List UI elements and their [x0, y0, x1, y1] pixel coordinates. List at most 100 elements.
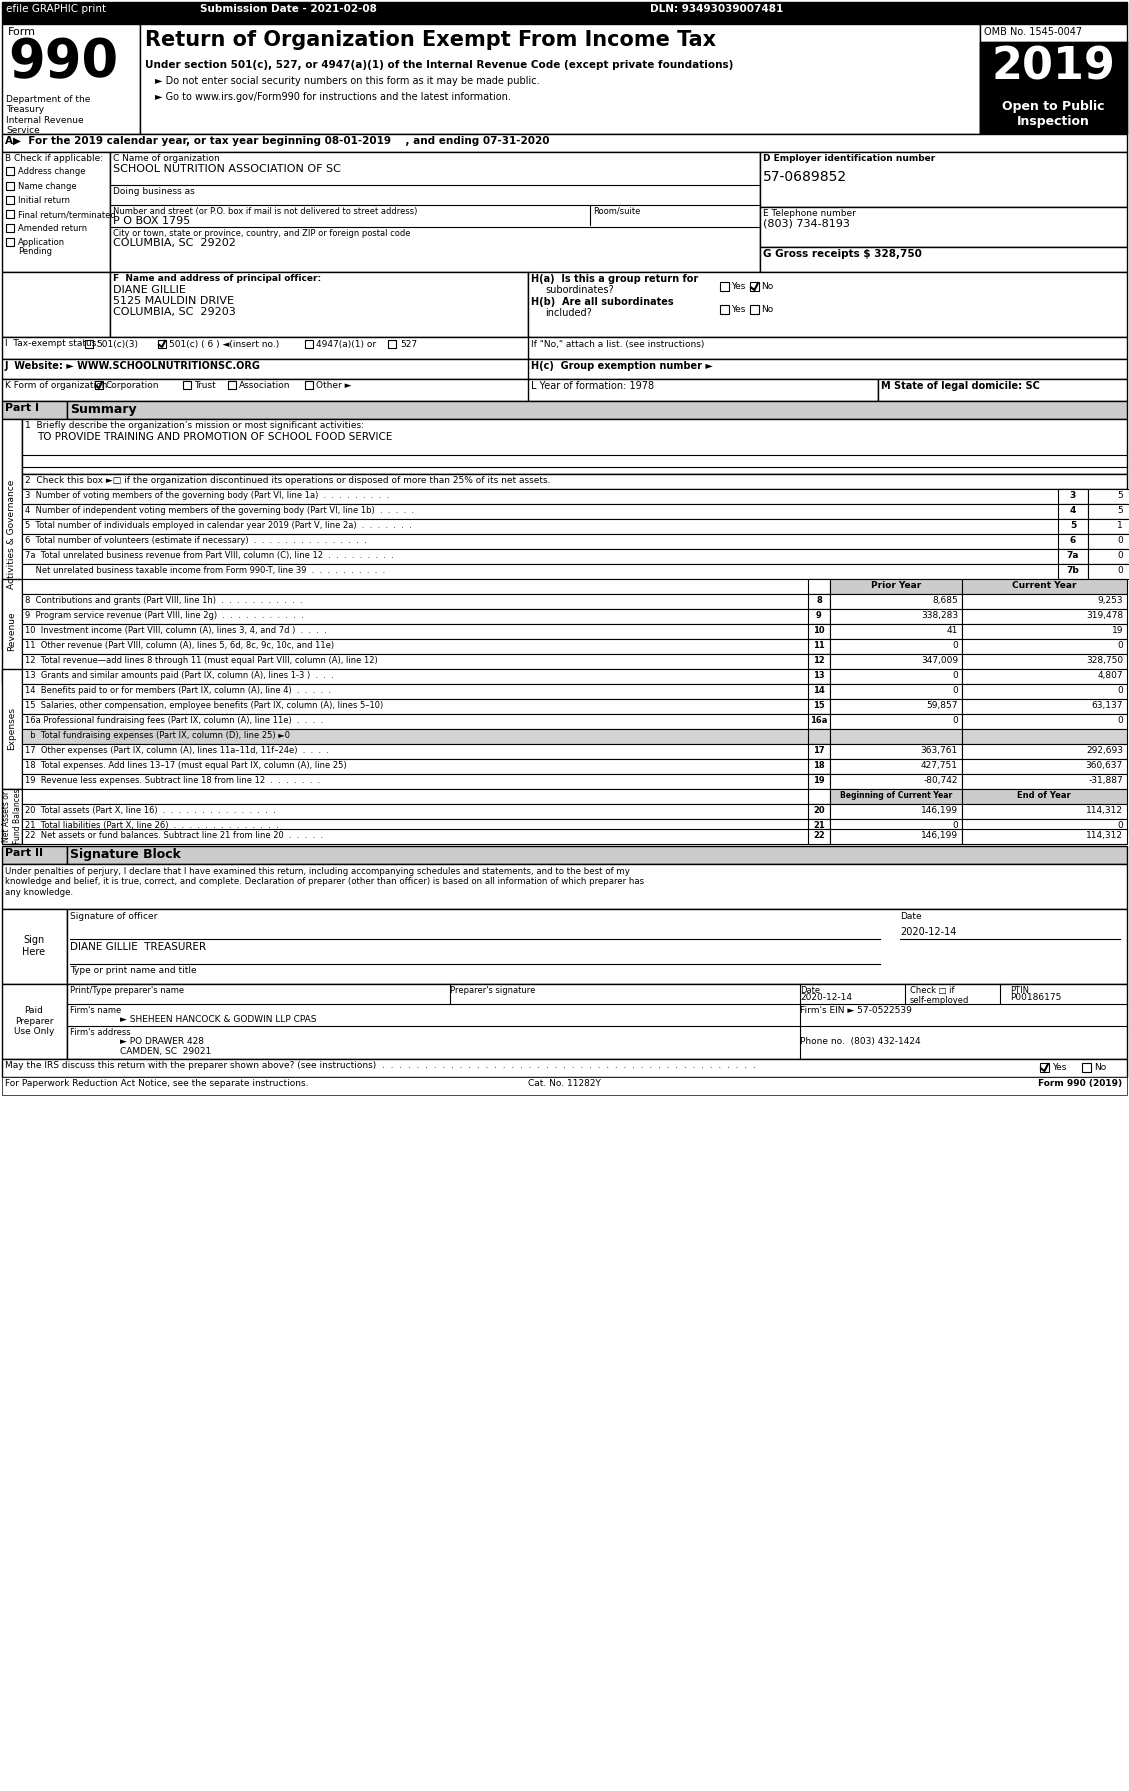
- Text: 11  Other revenue (Part VIII, column (A), lines 5, 6d, 8c, 9c, 10c, and 11e): 11 Other revenue (Part VIII, column (A),…: [25, 641, 334, 650]
- Text: 347,009: 347,009: [921, 656, 959, 664]
- Text: Yes: Yes: [730, 281, 745, 290]
- Text: 0: 0: [1118, 641, 1123, 650]
- Bar: [2, 380, 530, 401]
- Text: 41: 41: [946, 627, 959, 636]
- Bar: [2, 983, 67, 1058]
- Text: 13: 13: [813, 672, 825, 681]
- Bar: [2, 910, 67, 983]
- Text: 338,283: 338,283: [921, 611, 959, 620]
- Text: 7a  Total unrelated business revenue from Part VIII, column (C), line 12  .  .  : 7a Total unrelated business revenue from…: [25, 552, 394, 561]
- Text: Open to Public
Inspection: Open to Public Inspection: [1001, 100, 1104, 127]
- Bar: [21, 550, 1127, 564]
- Bar: [830, 698, 962, 715]
- Text: C Name of organization: C Name of organization: [113, 154, 220, 163]
- Bar: [808, 623, 830, 639]
- Text: A▶  For the 2019 calendar year, or tax year beginning 08-01-2019    , and ending: A▶ For the 2019 calendar year, or tax ye…: [5, 136, 550, 147]
- Text: Signature Block: Signature Block: [70, 847, 181, 861]
- Text: 16a Professional fundraising fees (Part IX, column (A), line 11e)  .  .  .  .: 16a Professional fundraising fees (Part …: [25, 716, 323, 725]
- Bar: [21, 639, 830, 654]
- Bar: [21, 623, 830, 639]
- Text: 2020-12-14: 2020-12-14: [900, 928, 956, 937]
- Text: ► PO DRAWER 428: ► PO DRAWER 428: [120, 1037, 204, 1046]
- Text: 527: 527: [400, 340, 417, 349]
- Text: ► Do not enter social security numbers on this form as it may be made public.: ► Do not enter social security numbers o…: [155, 75, 540, 86]
- Text: 363,761: 363,761: [921, 747, 959, 756]
- Bar: [21, 609, 830, 623]
- Bar: [1088, 503, 1129, 519]
- Text: Net unrelated business taxable income from Form 990-T, line 39  .  .  .  .  .  .: Net unrelated business taxable income fr…: [25, 566, 385, 575]
- Text: Beginning of Current Year: Beginning of Current Year: [840, 792, 952, 801]
- Text: 0: 0: [1118, 566, 1123, 575]
- Text: D Employer identification number: D Employer identification number: [763, 154, 935, 163]
- Text: (803) 734-8193: (803) 734-8193: [763, 219, 850, 227]
- Bar: [1088, 550, 1129, 564]
- Bar: [808, 743, 830, 759]
- Bar: [808, 684, 830, 698]
- Bar: [808, 578, 830, 595]
- Bar: [962, 729, 1127, 743]
- Bar: [21, 595, 830, 609]
- Text: Department of the
Treasury
Internal Revenue
Service: Department of the Treasury Internal Reve…: [6, 95, 90, 134]
- Bar: [980, 97, 1127, 134]
- Bar: [2, 152, 110, 272]
- Bar: [962, 818, 1127, 835]
- Bar: [808, 829, 830, 844]
- Text: Address change: Address change: [18, 167, 86, 176]
- Bar: [2, 401, 67, 419]
- Bar: [808, 595, 830, 609]
- Bar: [830, 609, 962, 623]
- Bar: [110, 272, 528, 337]
- Text: Date: Date: [900, 912, 921, 921]
- Text: 15: 15: [813, 700, 825, 709]
- Bar: [228, 381, 236, 389]
- Text: 17  Other expenses (Part IX, column (A), lines 11a–11d, 11f–24e)  .  .  .  .: 17 Other expenses (Part IX, column (A), …: [25, 747, 329, 756]
- Text: 19  Revenue less expenses. Subtract line 18 from line 12  .  .  .  .  .  .  .: 19 Revenue less expenses. Subtract line …: [25, 776, 321, 784]
- Bar: [6, 238, 14, 245]
- Bar: [808, 790, 830, 804]
- Text: 501(c)(3): 501(c)(3): [96, 340, 138, 349]
- Bar: [750, 304, 759, 313]
- Text: Type or print name and title: Type or print name and title: [70, 965, 196, 974]
- Bar: [808, 818, 830, 835]
- Text: 6  Total number of volunteers (estimate if necessary)  .  .  .  .  .  .  .  .  .: 6 Total number of volunteers (estimate i…: [25, 536, 367, 544]
- Text: For Paperwork Reduction Act Notice, see the separate instructions.: For Paperwork Reduction Act Notice, see …: [5, 1078, 308, 1087]
- Text: Date: Date: [800, 987, 820, 996]
- Bar: [962, 829, 1127, 844]
- Text: Amended return: Amended return: [18, 224, 87, 233]
- Text: 6: 6: [1070, 536, 1076, 544]
- Text: Final return/terminated: Final return/terminated: [18, 210, 116, 219]
- Bar: [830, 623, 962, 639]
- Text: 0: 0: [952, 686, 959, 695]
- Text: -31,887: -31,887: [1088, 776, 1123, 784]
- Bar: [21, 564, 1127, 578]
- Bar: [962, 654, 1127, 670]
- Bar: [962, 609, 1127, 623]
- Text: M State of legal domicile: SC: M State of legal domicile: SC: [881, 381, 1040, 390]
- Text: Check □ if
self-employed: Check □ if self-employed: [910, 987, 970, 1005]
- Bar: [1088, 534, 1129, 550]
- Bar: [2, 670, 21, 790]
- Text: 17: 17: [813, 747, 825, 756]
- Bar: [21, 475, 1127, 489]
- Bar: [6, 167, 14, 176]
- Text: 2  Check this box ►□ if the organization discontinued its operations or disposed: 2 Check this box ►□ if the organization …: [25, 476, 551, 485]
- Text: 12  Total revenue—add lines 8 through 11 (must equal Part VIII, column (A), line: 12 Total revenue—add lines 8 through 11 …: [25, 656, 378, 664]
- Text: Return of Organization Exempt From Income Tax: Return of Organization Exempt From Incom…: [145, 30, 716, 50]
- Text: Net Assets or
Fund Balances: Net Assets or Fund Balances: [2, 788, 21, 844]
- Text: 4: 4: [1070, 507, 1076, 516]
- Bar: [830, 729, 962, 743]
- Bar: [21, 670, 830, 684]
- Bar: [1058, 550, 1088, 564]
- Text: 18  Total expenses. Add lines 13–17 (must equal Part IX, column (A), line 25): 18 Total expenses. Add lines 13–17 (must…: [25, 761, 347, 770]
- Text: 0: 0: [1118, 686, 1123, 695]
- Bar: [808, 670, 830, 684]
- Bar: [2, 272, 110, 337]
- Text: 22: 22: [813, 831, 825, 840]
- Bar: [962, 743, 1127, 759]
- Text: Yes: Yes: [730, 304, 745, 313]
- Bar: [2, 845, 67, 863]
- Text: 146,199: 146,199: [921, 831, 959, 840]
- Bar: [1058, 489, 1088, 503]
- Bar: [21, 715, 830, 729]
- Text: If "No," attach a list. (see instructions): If "No," attach a list. (see instruction…: [531, 340, 704, 349]
